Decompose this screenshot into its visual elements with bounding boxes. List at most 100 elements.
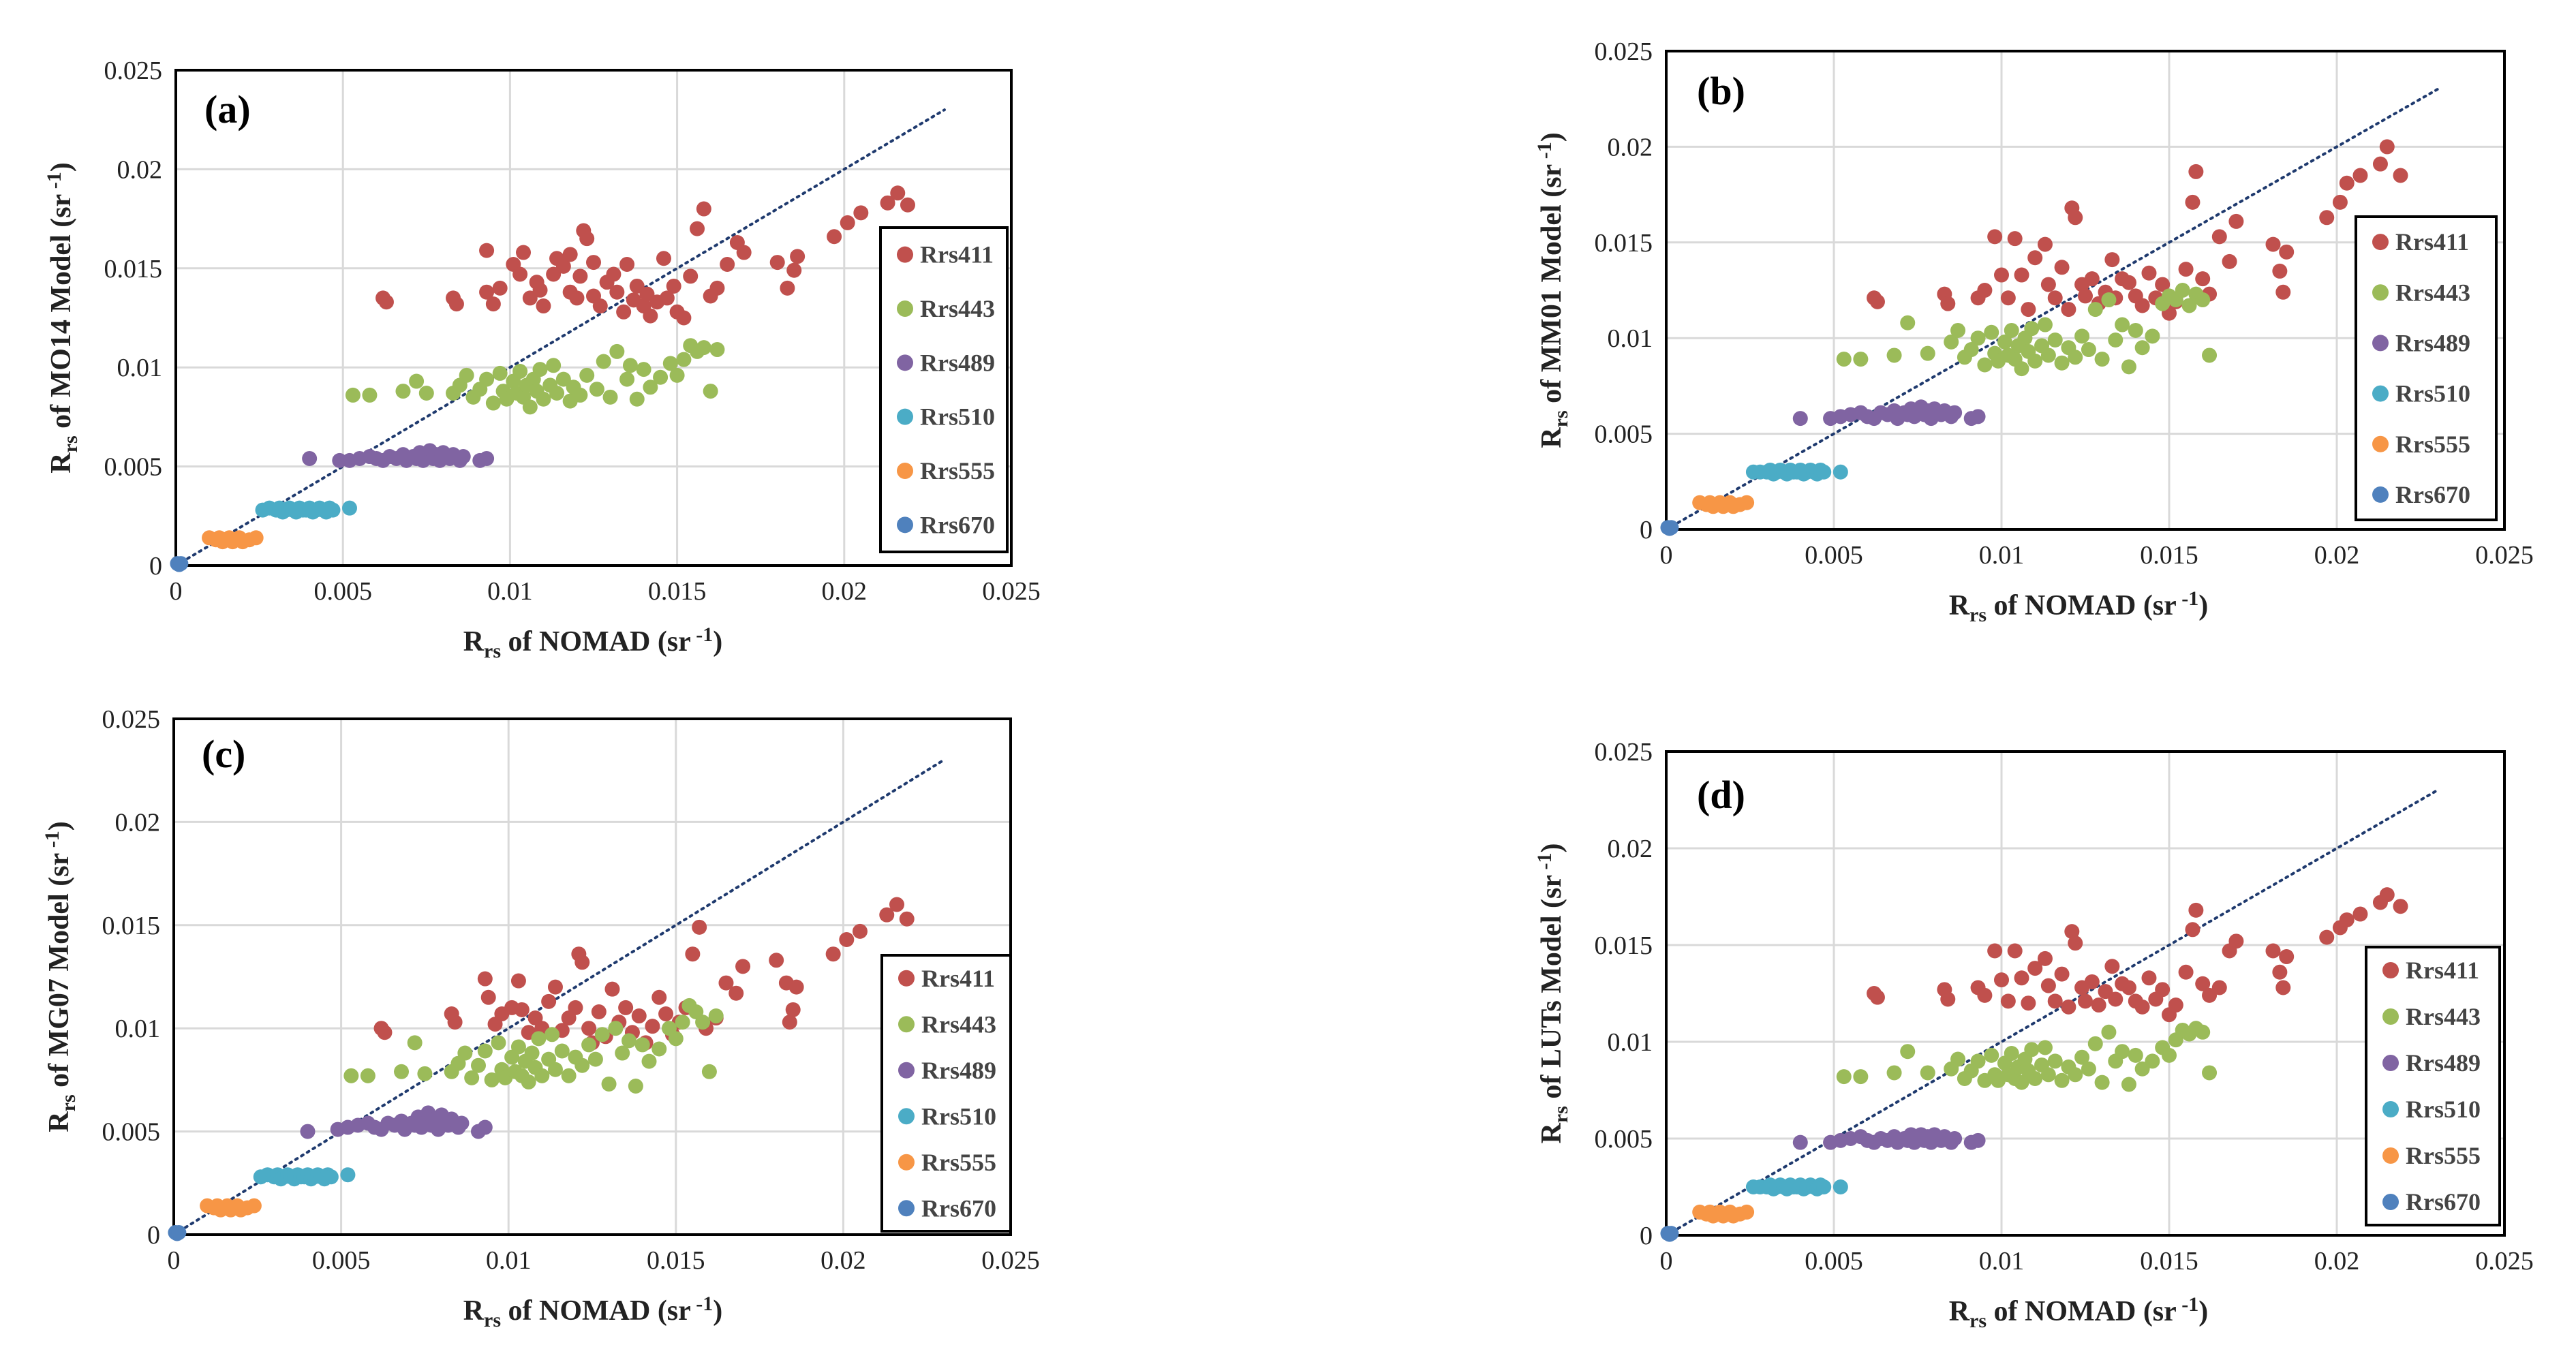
data-point-Rrs411 bbox=[2104, 252, 2120, 268]
data-point-Rrs411 bbox=[666, 278, 681, 294]
data-point-Rrs510 bbox=[1816, 464, 1832, 480]
data-point-Rrs411 bbox=[2319, 210, 2335, 226]
data-point-Rrs411 bbox=[1869, 294, 1885, 309]
series-Rrs670 bbox=[1660, 1226, 1679, 1242]
data-point-Rrs443 bbox=[2175, 283, 2190, 298]
series-Rrs443 bbox=[345, 338, 725, 415]
data-point-Rrs411 bbox=[569, 290, 585, 306]
legend-label-Rrs411: Rrs411 bbox=[921, 965, 995, 992]
legend-label-Rrs411: Rrs411 bbox=[2406, 957, 2479, 984]
data-point-Rrs443 bbox=[2054, 1072, 2070, 1088]
y-tick-label: 0.005 bbox=[104, 453, 163, 482]
data-point-Rrs411 bbox=[656, 251, 671, 266]
data-point-Rrs443 bbox=[2101, 292, 2117, 308]
data-point-Rrs555 bbox=[246, 1198, 262, 1214]
legend-label-Rrs510: Rrs510 bbox=[920, 403, 995, 431]
series-Rrs510 bbox=[1745, 462, 1848, 482]
data-point-Rrs411 bbox=[718, 975, 734, 991]
legend-marker-Rrs510 bbox=[2382, 1101, 2399, 1117]
legend-marker-Rrs555 bbox=[2382, 1147, 2399, 1164]
legend-label-Rrs670: Rrs670 bbox=[920, 511, 995, 538]
data-point-Rrs411 bbox=[2188, 902, 2204, 918]
data-point-Rrs443 bbox=[2024, 321, 2040, 337]
x-tick-label: 0.025 bbox=[2475, 1247, 2534, 1276]
data-point-Rrs443 bbox=[2145, 1053, 2160, 1069]
data-point-Rrs443 bbox=[1984, 324, 1999, 340]
data-point-Rrs555 bbox=[1739, 1204, 1755, 1220]
data-point-Rrs443 bbox=[555, 371, 571, 387]
data-point-Rrs443 bbox=[2081, 1061, 2096, 1077]
data-point-Rrs443 bbox=[609, 343, 625, 359]
data-point-Rrs670 bbox=[173, 556, 189, 572]
data-point-Rrs443 bbox=[457, 1045, 473, 1061]
y-tick-label: 0.025 bbox=[104, 57, 163, 85]
data-point-Rrs411 bbox=[899, 911, 915, 927]
data-point-Rrs443 bbox=[2115, 1044, 2130, 1060]
legend-label-Rrs555: Rrs555 bbox=[2395, 431, 2470, 458]
data-point-Rrs411 bbox=[2037, 951, 2053, 966]
data-point-Rrs489 bbox=[1947, 1131, 1963, 1146]
data-point-Rrs510 bbox=[1833, 464, 1848, 480]
data-point-Rrs411 bbox=[480, 989, 496, 1005]
data-point-Rrs443 bbox=[2081, 342, 2096, 358]
x-tick-label: 0.02 bbox=[2314, 541, 2360, 570]
data-point-Rrs443 bbox=[524, 1045, 540, 1061]
legend: Rrs411 Rrs443 Rrs489 Rrs510 Rrs555 Rrs670 bbox=[2365, 946, 2501, 1226]
data-point-Rrs443 bbox=[1970, 330, 1986, 346]
data-point-Rrs443 bbox=[2162, 1047, 2177, 1063]
data-point-Rrs411 bbox=[735, 959, 751, 974]
data-point-Rrs443 bbox=[669, 367, 685, 383]
data-point-Rrs443 bbox=[2134, 340, 2150, 356]
data-point-Rrs443 bbox=[2037, 317, 2053, 333]
data-point-Rrs411 bbox=[2185, 194, 2201, 210]
panel-label: (a) bbox=[204, 87, 251, 132]
data-point-Rrs443 bbox=[581, 1037, 597, 1053]
data-point-Rrs489 bbox=[1947, 405, 1963, 420]
data-point-Rrs443 bbox=[2121, 359, 2136, 375]
data-point-Rrs411 bbox=[619, 256, 635, 272]
data-point-Rrs443 bbox=[596, 354, 611, 369]
data-point-Rrs411 bbox=[604, 981, 620, 997]
data-point-Rrs411 bbox=[1987, 943, 2003, 959]
data-point-Rrs443 bbox=[360, 1068, 375, 1083]
data-point-Rrs411 bbox=[448, 296, 464, 312]
legend-marker-Rrs489 bbox=[2382, 1055, 2399, 1071]
x-tick-label: 0.005 bbox=[1805, 541, 1863, 570]
data-point-Rrs411 bbox=[547, 979, 563, 995]
data-point-Rrs443 bbox=[2128, 322, 2143, 338]
data-point-Rrs443 bbox=[477, 1043, 493, 1059]
data-point-Rrs411 bbox=[1940, 991, 1956, 1007]
data-point-Rrs411 bbox=[2014, 267, 2029, 283]
x-tick-label: 0 bbox=[1660, 1247, 1673, 1276]
series-Rrs489 bbox=[1792, 399, 1986, 427]
plot-area bbox=[1665, 50, 2506, 531]
data-point-Rrs443 bbox=[491, 1035, 506, 1051]
data-point-Rrs411 bbox=[785, 1002, 801, 1017]
data-point-Rrs443 bbox=[2094, 352, 2110, 367]
data-point-Rrs443 bbox=[554, 1043, 570, 1059]
data-point-Rrs411 bbox=[568, 1000, 583, 1015]
data-point-Rrs555 bbox=[1739, 495, 1755, 510]
data-point-Rrs443 bbox=[459, 367, 474, 383]
data-point-Rrs443 bbox=[629, 391, 645, 407]
data-point-Rrs411 bbox=[377, 1025, 393, 1040]
data-point-Rrs411 bbox=[2091, 998, 2106, 1013]
y-tick-label: 0.02 bbox=[1608, 835, 1653, 863]
legend-label-Rrs489: Rrs489 bbox=[921, 1057, 996, 1084]
data-point-Rrs411 bbox=[629, 278, 645, 294]
data-point-Rrs411 bbox=[609, 284, 625, 300]
data-point-Rrs443 bbox=[1970, 1053, 1986, 1069]
data-point-Rrs443 bbox=[2074, 1049, 2090, 1065]
data-point-Rrs443 bbox=[622, 1033, 637, 1049]
data-point-Rrs411 bbox=[581, 1021, 597, 1036]
x-tick-label: 0 bbox=[170, 577, 183, 606]
y-tick-label: 0.025 bbox=[1595, 738, 1653, 767]
y-tick-label: 0.01 bbox=[117, 354, 163, 382]
y-tick-label: 0.015 bbox=[102, 912, 161, 940]
x-axis-label: Rrs of NOMAD (sr -1) bbox=[463, 623, 723, 662]
data-point-Rrs443 bbox=[587, 1051, 603, 1067]
x-tick-label: 0.025 bbox=[981, 1246, 1040, 1275]
data-point-Rrs443 bbox=[675, 1015, 690, 1030]
data-point-Rrs411 bbox=[2339, 175, 2355, 191]
data-point-Rrs411 bbox=[1987, 229, 2003, 245]
